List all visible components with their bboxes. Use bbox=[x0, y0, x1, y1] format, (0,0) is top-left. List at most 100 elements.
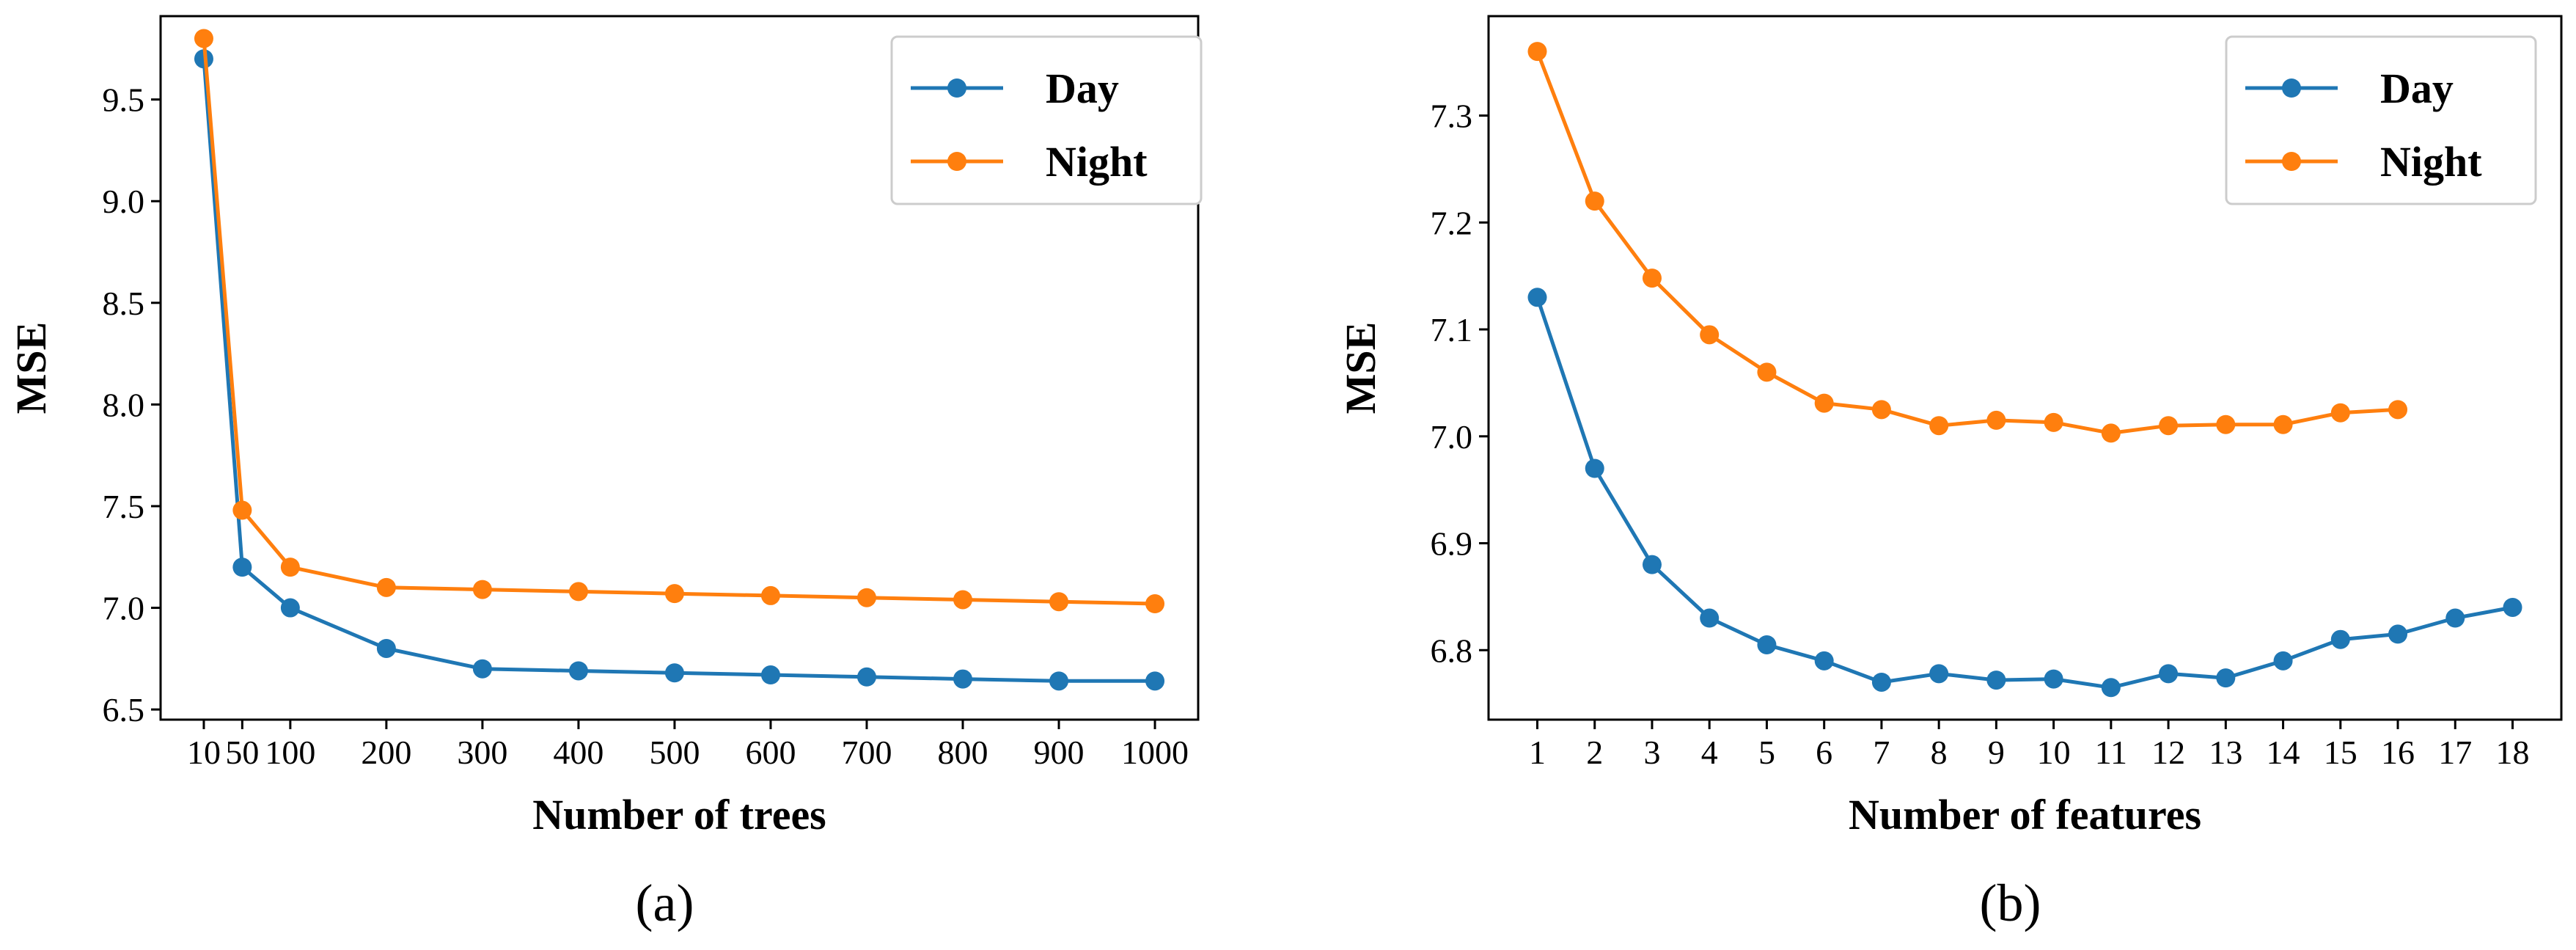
series-line-night bbox=[1535, 51, 2399, 435]
x-tick-label: 400 bbox=[553, 734, 603, 771]
x-tick-label: 1 bbox=[1529, 734, 1546, 771]
data-point-day bbox=[568, 661, 588, 681]
y-tick-label: 6.5 bbox=[103, 691, 145, 728]
x-tick-label: 200 bbox=[361, 734, 411, 771]
data-point-day bbox=[1145, 671, 1165, 691]
x-tick-label: 14 bbox=[2267, 734, 2300, 771]
x-tick-label: 700 bbox=[841, 734, 892, 771]
data-point-day bbox=[2101, 678, 2121, 698]
data-point-night bbox=[280, 558, 300, 577]
x-tick-label: 12 bbox=[2151, 734, 2185, 771]
data-point-day bbox=[1527, 288, 1547, 307]
panel-caption: (b) bbox=[1980, 874, 2041, 932]
x-tick-label: 10 bbox=[2037, 734, 2071, 771]
x-tick-label: 13 bbox=[2209, 734, 2242, 771]
data-point-night bbox=[1145, 594, 1165, 614]
x-tick-label: 9 bbox=[1988, 734, 2005, 771]
data-point-day bbox=[1700, 608, 1720, 628]
data-point-day bbox=[472, 659, 492, 679]
y-tick-label: 7.2 bbox=[1431, 204, 1473, 241]
data-point-night bbox=[760, 585, 780, 605]
data-point-night bbox=[1527, 42, 1547, 62]
x-tick-label: 100 bbox=[265, 734, 315, 771]
legend-marker-night bbox=[947, 152, 966, 171]
panel-b: 6.86.97.07.17.27.31 2 3 4 5 6 7 8 9 10 11 12 13 14 15 1… bbox=[1337, 15, 2563, 932]
data-point-day bbox=[1871, 672, 1891, 692]
x-tick-label: 600 bbox=[745, 734, 796, 771]
data-point-night bbox=[2101, 423, 2121, 443]
legend-marker-day bbox=[2282, 78, 2301, 98]
x-tick-label: 7 bbox=[1873, 734, 1890, 771]
data-point-night bbox=[1585, 191, 1604, 211]
data-point-night bbox=[1929, 416, 1949, 436]
data-point-night bbox=[1757, 362, 1777, 382]
plot-frame bbox=[159, 15, 1200, 721]
data-point-night bbox=[2330, 403, 2350, 423]
data-point-night bbox=[953, 590, 973, 610]
panel-caption: (a) bbox=[636, 874, 694, 932]
x-tick-label: 300 bbox=[457, 734, 507, 771]
x-tick-label: 16 bbox=[2381, 734, 2415, 771]
x-tick-label: 3 bbox=[1643, 734, 1660, 771]
x-tick-label: 18 bbox=[2496, 734, 2530, 771]
data-point-day bbox=[232, 558, 252, 577]
data-point-day bbox=[1642, 555, 1662, 574]
x-axis-label: Number of features bbox=[1849, 791, 2201, 838]
legend-label-day: Day bbox=[2380, 65, 2454, 112]
data-point-day bbox=[2044, 669, 2063, 689]
x-tick-label: 11 bbox=[2095, 734, 2127, 771]
data-point-night bbox=[194, 29, 213, 48]
data-point-day bbox=[1585, 458, 1604, 478]
legend-label-night: Night bbox=[2380, 138, 2482, 186]
series-line-night bbox=[202, 38, 1156, 606]
data-point-night bbox=[2044, 412, 2063, 432]
legend: Day Night bbox=[2225, 35, 2537, 205]
data-point-day bbox=[1986, 671, 2006, 690]
x-tick-label: 10 bbox=[187, 734, 221, 771]
data-point-night bbox=[2273, 414, 2293, 434]
data-point-day bbox=[2216, 668, 2236, 688]
data-point-night bbox=[1986, 410, 2006, 430]
data-point-night bbox=[1814, 393, 1834, 413]
y-tick-label: 8.0 bbox=[103, 386, 145, 423]
y-tick-label: 9.5 bbox=[103, 81, 145, 119]
data-point-night bbox=[2388, 400, 2408, 420]
data-point-night bbox=[1642, 268, 1662, 288]
data-point-day bbox=[376, 638, 396, 658]
data-point-day bbox=[760, 665, 780, 685]
data-point-night bbox=[1871, 400, 1891, 420]
panel-a: 6.5 7.0 7.5 8.0 8.5 9.0 9.5 10 50 100 200 300 400 500… bbox=[7, 15, 1203, 932]
data-point-day bbox=[2330, 629, 2350, 649]
legend-marker-night bbox=[2282, 152, 2301, 171]
y-tick-label: 7.0 bbox=[103, 590, 145, 627]
legend: Day Night bbox=[890, 35, 1203, 205]
data-point-day bbox=[1929, 664, 1949, 684]
y-tick-label: 6.9 bbox=[1431, 525, 1473, 563]
data-point-day bbox=[1814, 651, 1834, 671]
y-tick-label: 6.8 bbox=[1431, 632, 1473, 669]
data-point-night bbox=[2216, 414, 2236, 434]
series-line-day bbox=[1535, 296, 2513, 690]
legend-marker-day bbox=[947, 78, 966, 98]
x-tick-label: 4 bbox=[1701, 734, 1718, 771]
y-tick-label: 9.0 bbox=[103, 183, 145, 220]
x-tick-label: 800 bbox=[938, 734, 988, 771]
y-tick-label: 7.3 bbox=[1431, 98, 1473, 135]
y-tick-label: 7.1 bbox=[1431, 311, 1473, 348]
data-point-night bbox=[568, 582, 588, 602]
y-tick-label: 8.5 bbox=[103, 285, 145, 322]
data-point-day bbox=[2503, 597, 2522, 617]
x-tick-label: 17 bbox=[2438, 734, 2472, 771]
x-tick-label: 1000 bbox=[1121, 734, 1189, 771]
data-point-night bbox=[376, 577, 396, 597]
data-point-night bbox=[856, 588, 876, 607]
x-axis-label: Number of trees bbox=[532, 791, 826, 838]
data-point-day bbox=[2159, 664, 2179, 684]
data-point-night bbox=[2159, 416, 2179, 436]
y-tick-label: 7.0 bbox=[1431, 418, 1473, 456]
y-axis-label: MSE bbox=[7, 322, 55, 414]
data-point-day bbox=[2388, 624, 2408, 644]
data-point-night bbox=[1049, 592, 1069, 612]
legend-label-night: Night bbox=[1046, 138, 1148, 186]
